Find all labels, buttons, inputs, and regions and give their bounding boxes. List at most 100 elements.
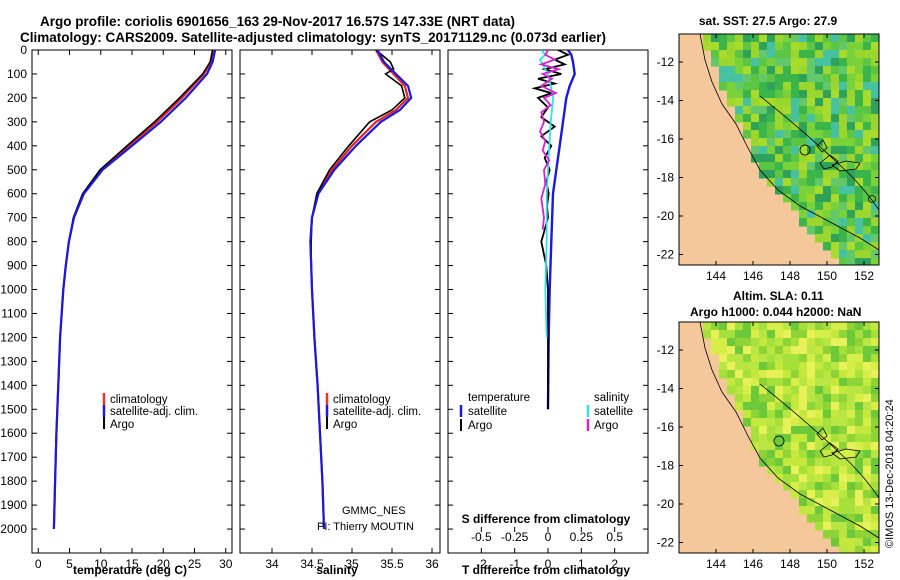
map-cell (831, 210, 840, 219)
map-cell (743, 90, 752, 99)
map-cell (783, 338, 792, 347)
map-cell (863, 114, 872, 123)
map-cell (839, 186, 848, 195)
map-cell (823, 106, 832, 115)
map-cell (751, 394, 760, 403)
map-cell (831, 506, 840, 515)
map-cell (823, 138, 832, 147)
map-cell (815, 522, 824, 531)
map-cell (775, 66, 784, 75)
map-cell (727, 386, 736, 395)
map-cell (839, 538, 848, 547)
map-cell (807, 162, 816, 171)
map-cell (735, 330, 744, 339)
map-cell (791, 490, 800, 499)
map-cell (799, 450, 808, 459)
series-line-argo (310, 50, 406, 530)
map-cell (847, 202, 856, 211)
map-cell (759, 330, 768, 339)
map-sla (678, 321, 880, 554)
x-tick-label: -1 (509, 557, 520, 571)
map-cell (871, 506, 879, 515)
map-cell (783, 106, 792, 115)
map-cell (823, 330, 832, 339)
map-cell (799, 186, 808, 195)
map-cell (783, 346, 792, 355)
map-cell (815, 66, 824, 75)
map-cell (863, 506, 872, 515)
map-cell (799, 354, 808, 363)
map-cell (759, 66, 768, 75)
map-cell (831, 42, 840, 51)
map-cell (759, 378, 768, 387)
depth-tick-label: 1200 (0, 330, 27, 344)
x-tick-label: 0 (35, 557, 42, 571)
map2-frame (678, 321, 880, 554)
map-cell (791, 50, 800, 59)
map-cell (783, 322, 792, 331)
map-cell (743, 370, 752, 379)
map-cell (823, 122, 832, 131)
map-cell (815, 74, 824, 83)
map-cell (735, 90, 744, 99)
map-cell (823, 170, 832, 179)
map-cell (831, 202, 840, 211)
map-cell (855, 42, 864, 51)
x2-tick-label: 0.25 (570, 530, 594, 544)
map-cell (767, 338, 776, 347)
map-cell (791, 434, 800, 443)
map-cell (847, 162, 856, 171)
map-cell (791, 98, 800, 107)
map-cell (831, 154, 840, 163)
map-cell (831, 218, 840, 227)
map-cell (863, 410, 872, 419)
legend-label-t-satellite: satellite (468, 406, 507, 418)
map-cell (815, 498, 824, 507)
map-cell (775, 154, 784, 163)
map-cell (711, 330, 720, 339)
map-cell (759, 426, 768, 435)
map-cell (791, 474, 800, 483)
map-cell (847, 50, 856, 59)
map-cell (863, 386, 872, 395)
depth-tick-label: 1500 (0, 402, 27, 416)
map-cell (839, 354, 848, 363)
map-cell (799, 162, 808, 171)
map-cell (831, 146, 840, 155)
map-cell (799, 202, 808, 211)
map-cell (847, 106, 856, 115)
map-cell (815, 130, 824, 139)
x-tick-label: 20 (157, 557, 171, 571)
map-cell (847, 138, 856, 147)
map-cell (823, 98, 832, 107)
map-cell (831, 466, 840, 475)
map-cell (775, 434, 784, 443)
map-cell (775, 170, 784, 179)
map-cell (751, 346, 760, 355)
map-cell (767, 98, 776, 107)
map-cell (807, 362, 816, 371)
map-cell (759, 114, 768, 123)
map-cell (847, 226, 856, 235)
map-cell (815, 50, 824, 59)
map-cell (727, 98, 736, 107)
map-cell (823, 474, 832, 483)
map-cell (823, 426, 832, 435)
difference-profiles (531, 50, 576, 410)
map-cell (783, 122, 792, 131)
x-tick-label: 5 (66, 557, 73, 571)
map-cell (791, 458, 800, 467)
map-cell (743, 42, 752, 51)
map-cell (791, 410, 800, 419)
map-cell (743, 354, 752, 363)
map-cell (871, 482, 879, 491)
x2-tick-label: -0.25 (501, 530, 529, 544)
depth-tick-label: 1900 (0, 498, 27, 512)
map-cell (871, 450, 879, 459)
map-cell (815, 218, 824, 227)
map-cell (759, 98, 768, 107)
map-cell (807, 178, 816, 187)
x-tick-label: 36 (425, 557, 439, 571)
map-cell (855, 218, 864, 227)
